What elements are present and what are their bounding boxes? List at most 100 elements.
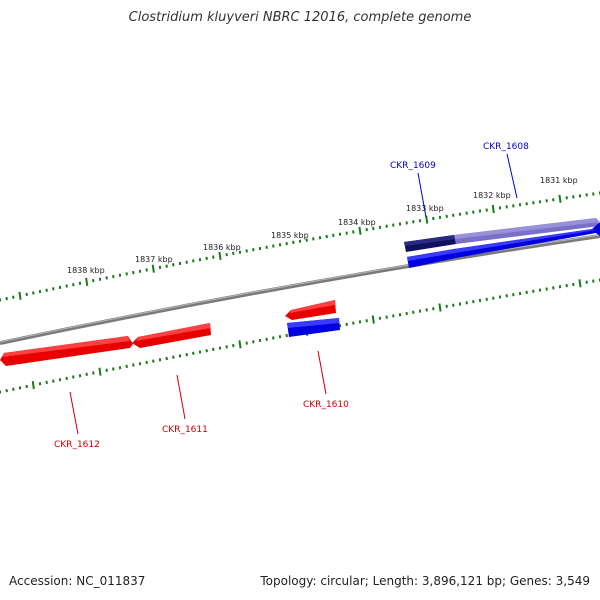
minor-tick <box>45 380 48 385</box>
major-tick <box>558 194 562 203</box>
minor-tick <box>592 192 595 196</box>
gene-label-CKR_1608[interactable]: CKR_1608 <box>483 142 529 152</box>
gene-CKR_1609[interactable] <box>404 235 456 252</box>
minor-tick <box>552 198 555 202</box>
minor-tick <box>5 388 8 393</box>
minor-tick <box>465 211 468 215</box>
minor-tick <box>0 390 2 394</box>
minor-tick <box>465 301 468 305</box>
minor-tick <box>285 241 288 246</box>
gene-CKR_1612[interactable] <box>0 336 133 366</box>
minor-tick <box>125 364 128 369</box>
minor-tick <box>525 202 528 206</box>
minor-tick <box>225 252 228 257</box>
minor-tick <box>498 295 502 299</box>
minor-tick <box>572 195 575 199</box>
minor-tick <box>58 378 62 382</box>
minor-tick <box>312 237 315 241</box>
tick-label-1832: 1832 kbp <box>473 191 511 200</box>
minor-tick <box>518 203 522 207</box>
minor-tick <box>52 379 55 383</box>
minor-tick <box>472 299 475 304</box>
inner-tick-ring <box>0 278 600 394</box>
minor-tick <box>45 288 48 292</box>
minor-tick <box>0 298 2 302</box>
minor-tick <box>318 236 322 240</box>
gene-label-CKR_1609[interactable]: CKR_1609 <box>390 161 436 171</box>
minor-tick <box>452 213 455 217</box>
minor-tick <box>478 209 482 213</box>
minor-tick <box>425 308 428 312</box>
gene-CKR_1611[interactable] <box>132 323 211 348</box>
minor-tick <box>338 232 342 236</box>
minor-tick <box>158 265 162 270</box>
minor-tick <box>325 234 328 239</box>
minor-tick <box>412 310 415 314</box>
gene-CKR_1608[interactable] <box>454 218 600 244</box>
minor-tick <box>98 277 102 281</box>
minor-tick <box>32 291 35 295</box>
minor-tick <box>592 279 595 283</box>
minor-tick <box>245 341 248 345</box>
major-tick <box>578 279 582 288</box>
minor-tick <box>92 371 95 375</box>
minor-tick <box>252 248 255 252</box>
minor-tick <box>492 296 495 300</box>
minor-tick <box>78 374 82 378</box>
gene-label-CKR_1610[interactable]: CKR_1610 <box>303 400 349 410</box>
minor-tick <box>212 255 215 259</box>
major-tick <box>98 367 102 376</box>
minor-tick <box>358 320 362 324</box>
minor-tick <box>72 375 75 379</box>
minor-tick <box>418 309 422 313</box>
minor-tick <box>38 382 42 386</box>
minor-tick <box>472 210 475 214</box>
minor-tick <box>512 293 515 297</box>
minor-tick <box>132 270 135 275</box>
minor-tick <box>232 343 235 348</box>
minor-tick <box>218 346 222 350</box>
minor-tick <box>438 215 442 220</box>
minor-tick <box>85 372 88 376</box>
minor-tick <box>198 350 202 354</box>
accession-text: Accession: NC_011837 <box>9 574 146 588</box>
minor-tick <box>412 220 415 224</box>
minor-tick <box>118 273 122 277</box>
gene-CKR_1610-forward[interactable] <box>287 318 340 337</box>
gene-CKR_1609-selected[interactable] <box>407 249 456 268</box>
minor-tick <box>252 340 255 344</box>
minor-tick <box>272 336 275 340</box>
minor-tick <box>198 258 202 262</box>
page-title: Clostridium kluyveri NBRC 12016, complet… <box>128 10 472 25</box>
leader-CKR_1612 <box>69 391 79 435</box>
gene-label-CKR_1612[interactable]: CKR_1612 <box>54 440 100 450</box>
minor-tick <box>372 226 375 231</box>
gene-CKR_1608-selected[interactable] <box>454 222 600 258</box>
minor-tick <box>172 355 175 359</box>
tick-label-1836: 1836 kbp <box>203 243 241 252</box>
leader-CKR_1611 <box>176 374 186 420</box>
minor-tick <box>485 208 488 212</box>
minor-tick <box>138 362 142 366</box>
minor-tick <box>532 201 535 205</box>
minor-tick <box>398 222 402 226</box>
minor-tick <box>458 302 462 306</box>
minor-tick <box>105 368 108 372</box>
minor-tick <box>185 260 188 264</box>
gene-CKR_1610[interactable] <box>285 300 336 320</box>
minor-tick <box>192 351 195 355</box>
minor-tick <box>145 268 148 272</box>
minor-tick <box>545 199 548 203</box>
minor-tick <box>512 204 515 208</box>
minor-tick <box>65 376 68 381</box>
tick-label-1838: 1838 kbp <box>67 266 105 275</box>
minor-tick <box>92 278 95 283</box>
gene-label-CKR_1611[interactable]: CKR_1611 <box>162 425 208 435</box>
minor-tick <box>258 246 262 251</box>
minor-tick <box>232 251 235 256</box>
minor-tick <box>558 285 562 289</box>
major-tick <box>85 277 89 287</box>
minor-tick <box>152 359 155 363</box>
minor-tick <box>225 345 228 349</box>
minor-tick <box>352 321 355 325</box>
